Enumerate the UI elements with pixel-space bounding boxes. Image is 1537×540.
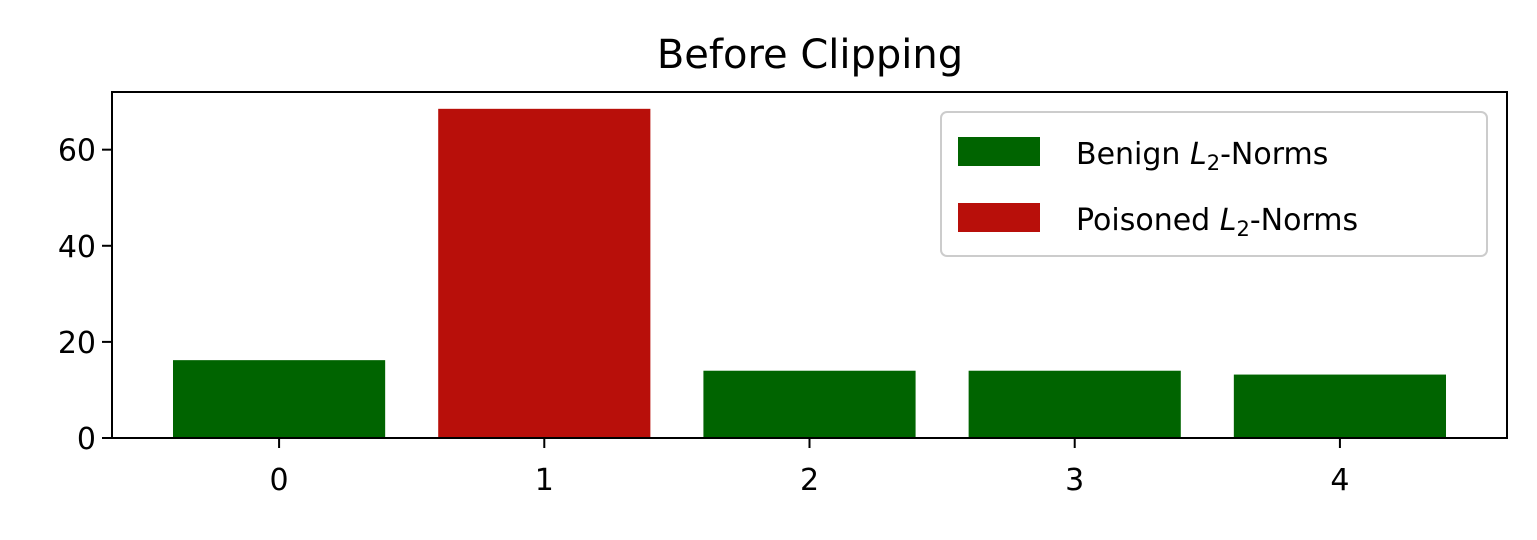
bar-0-benign: [172, 360, 386, 438]
y-axis-ticks: 0 20 40 60: [58, 134, 112, 457]
x-tick-label: 3: [1065, 463, 1084, 498]
legend-swatch-benign: [958, 137, 1040, 166]
y-tick-label: 40: [58, 230, 96, 265]
legend: Benign L2-Norms Poisoned L2-Norms: [940, 111, 1488, 257]
chart-title: Before Clipping: [657, 32, 963, 78]
x-tick-label: 0: [270, 463, 289, 498]
legend-label-benign: Benign L2-Norms: [1076, 137, 1328, 175]
y-tick-label: 20: [58, 326, 96, 361]
x-tick-label: 1: [535, 463, 554, 498]
legend-swatch-poisoned: [958, 203, 1040, 232]
legend-label-poisoned: Poisoned L2-Norms: [1076, 203, 1358, 241]
bar-2-benign: [703, 370, 916, 438]
bar-1-poisoned: [438, 108, 651, 438]
bar-4-benign: [1233, 374, 1447, 438]
legend-box: [940, 111, 1488, 257]
x-tick-label: 4: [1330, 463, 1349, 498]
x-axis-ticks: 0 1 2 3 4: [270, 438, 1349, 498]
bar-3-benign: [968, 370, 1181, 438]
y-tick-label: 0: [77, 422, 96, 457]
bars-group: [172, 108, 1447, 438]
x-tick-label: 2: [800, 463, 819, 498]
y-tick-label: 60: [58, 134, 96, 169]
